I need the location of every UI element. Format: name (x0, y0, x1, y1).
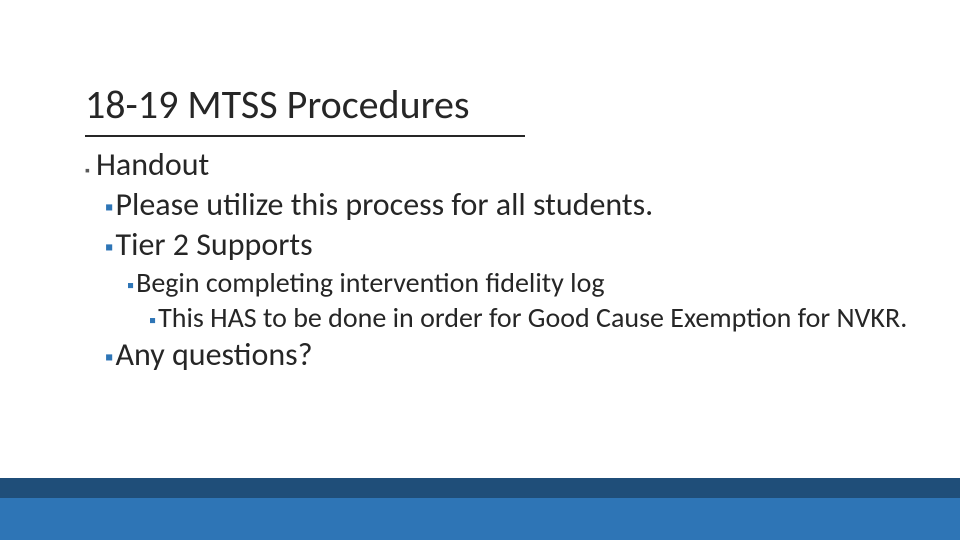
title-block: 18-19 MTSS Procedures (85, 80, 525, 137)
footer-light-band (0, 498, 960, 540)
slide: 18-19 MTSS Procedures Handout Please uti… (0, 0, 960, 540)
square-bullet-icon (105, 193, 114, 222)
bullet-text: This HAS to be done in order for Good Ca… (158, 300, 907, 335)
content-block: Handout Please utilize this process for … (85, 145, 920, 375)
list-item: Handout (85, 145, 920, 185)
list-item: Any questions? (105, 335, 920, 375)
bullet-text: Please utilize this process for all stud… (116, 185, 654, 225)
list-item: This HAS to be done in order for Good Ca… (149, 300, 920, 335)
square-bullet-icon (105, 343, 114, 372)
bullet-text: Any questions? (116, 335, 313, 375)
list-item: Begin completing intervention fidelity l… (127, 265, 920, 300)
list-item: Tier 2 Supports (105, 225, 920, 265)
slide-title: 18-19 MTSS Procedures (85, 80, 525, 129)
square-bullet-icon (149, 309, 156, 333)
square-bullet-icon (127, 274, 134, 298)
list-item: Please utilize this process for all stud… (105, 185, 920, 225)
bullet-text: Begin completing intervention fidelity l… (136, 265, 604, 300)
title-underline (85, 135, 525, 137)
square-bullet-icon (85, 162, 90, 179)
bullet-text: Handout (96, 145, 209, 185)
footer-dark-band (0, 478, 960, 498)
bullet-text: Tier 2 Supports (116, 225, 313, 265)
square-bullet-icon (105, 233, 114, 262)
